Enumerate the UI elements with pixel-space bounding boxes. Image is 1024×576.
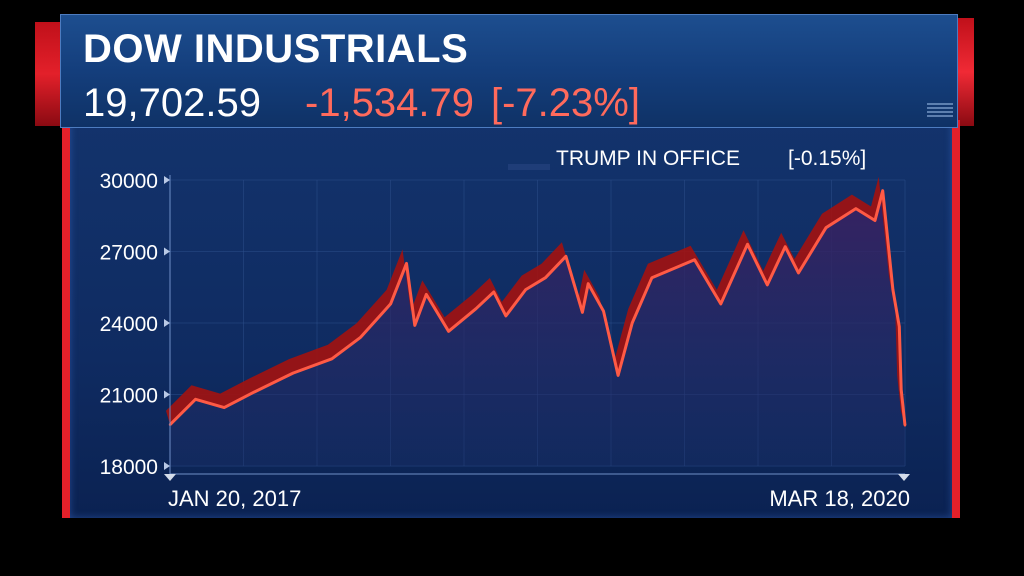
y-tick-label: 27000	[100, 242, 158, 265]
data-point	[359, 336, 362, 339]
y-tick-marker	[164, 462, 170, 470]
data-point	[194, 398, 197, 401]
legend-swatch	[508, 164, 550, 170]
y-tick-marker	[164, 319, 170, 327]
x-start-label: JAN 20, 2017	[168, 486, 301, 511]
data-point	[784, 245, 787, 248]
data-point	[447, 330, 450, 333]
data-point	[631, 321, 634, 325]
index-title: DOW INDUSTRIALS	[83, 27, 469, 71]
x-end-label: MAR 18, 2020	[769, 486, 910, 511]
legend-label: TRUMP IN OFFICE	[556, 147, 740, 170]
panel-accent-left	[62, 120, 72, 518]
data-point	[881, 189, 884, 192]
x-start-marker	[164, 474, 176, 481]
data-point	[602, 309, 605, 313]
data-point	[891, 288, 895, 291]
data-point	[504, 314, 508, 318]
data-point	[719, 302, 722, 306]
data-point	[389, 302, 392, 306]
series-line-trump-in-office	[168, 189, 907, 426]
data-point	[903, 424, 907, 427]
data-point	[898, 325, 901, 328]
data-point	[854, 207, 858, 210]
data-point	[581, 311, 584, 314]
data-point	[873, 219, 877, 222]
index-change: -1,534.79	[305, 81, 475, 125]
y-tick-marker	[164, 247, 170, 256]
data-point	[425, 293, 428, 296]
data-point	[291, 371, 295, 375]
data-point	[766, 283, 769, 287]
data-point	[405, 262, 408, 265]
data-point	[797, 271, 800, 275]
data-point	[492, 290, 495, 294]
data-point	[587, 282, 590, 285]
data-point	[564, 255, 568, 258]
data-point	[223, 406, 226, 409]
data-point	[900, 388, 903, 391]
data-point	[474, 307, 478, 310]
index-change-pct: [-7.23%]	[491, 81, 640, 125]
data-point	[693, 258, 696, 261]
ticker-header: DOW INDUSTRIALS 19,702.59 -1,534.79 [-7.…	[60, 14, 958, 128]
index-value: 19,702.59	[83, 81, 261, 125]
x-end-marker	[898, 474, 910, 481]
data-point	[824, 226, 828, 229]
y-tick-marker	[164, 390, 170, 399]
data-point	[252, 390, 256, 394]
y-tick-label: 21000	[100, 385, 158, 408]
y-tick-label: 30000	[100, 170, 158, 193]
data-point	[544, 276, 547, 279]
data-point	[746, 243, 749, 246]
legend-value: [-0.15%]	[788, 147, 866, 170]
data-point	[413, 324, 416, 327]
y-tick-label: 18000	[100, 456, 158, 479]
panel-accent-right	[950, 120, 960, 518]
bars-icon	[927, 103, 953, 121]
y-tick-marker	[164, 176, 170, 184]
data-point	[650, 276, 654, 279]
series-area	[170, 190, 905, 466]
data-point	[330, 357, 334, 360]
data-point	[524, 288, 527, 291]
y-tick-label: 24000	[100, 313, 158, 336]
data-point	[616, 374, 620, 377]
